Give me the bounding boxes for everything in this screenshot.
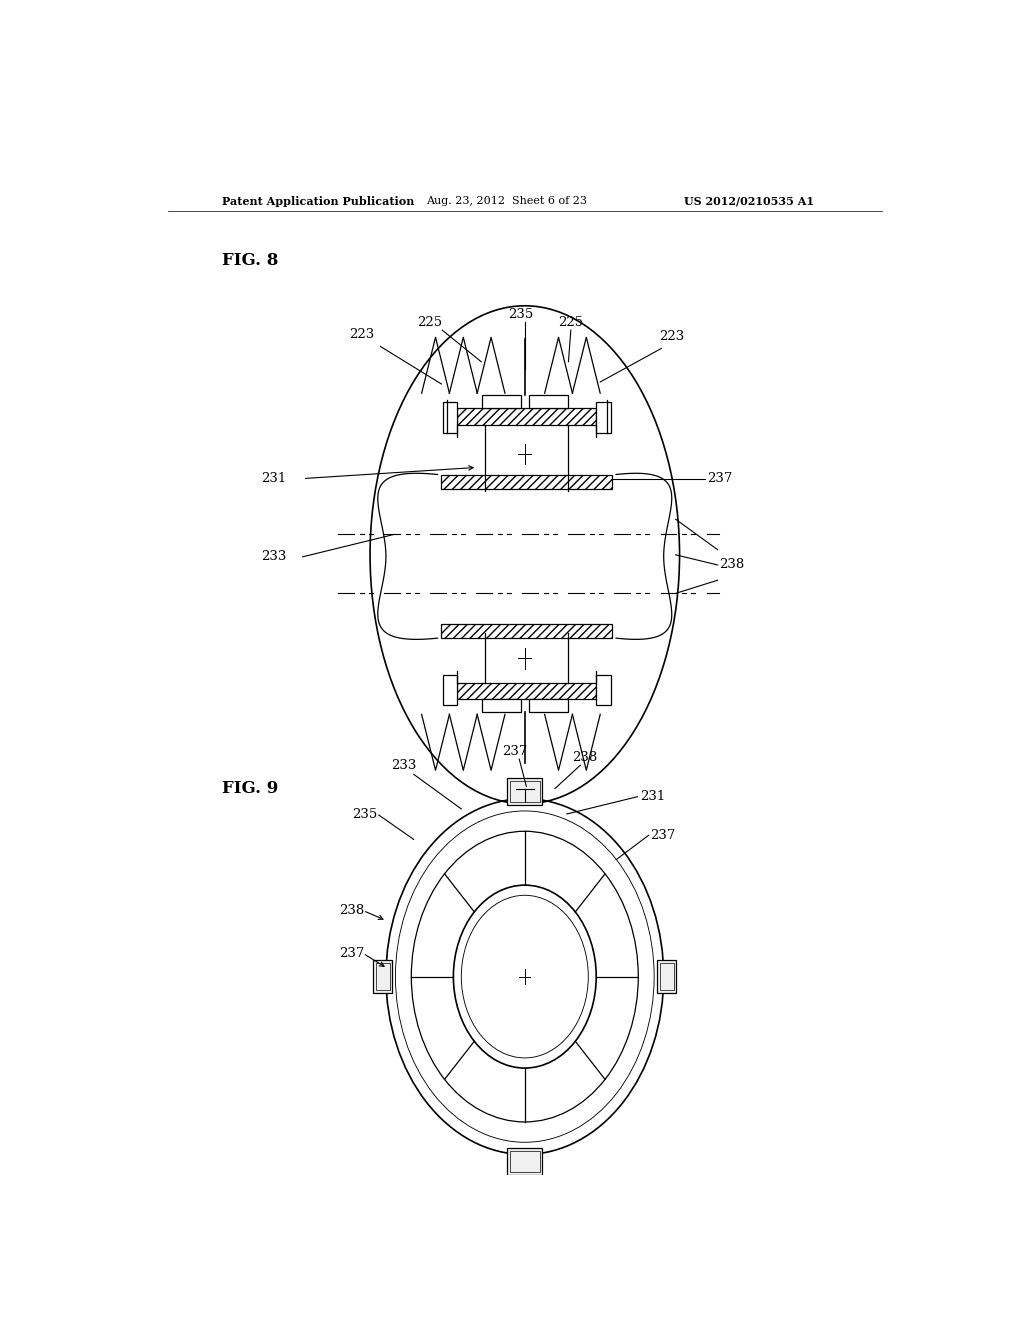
Bar <box>458 682 596 700</box>
Text: FIG. 8: FIG. 8 <box>221 252 279 268</box>
Text: 238: 238 <box>719 558 744 572</box>
Bar <box>659 964 674 990</box>
Text: 225: 225 <box>417 317 442 329</box>
Text: 223: 223 <box>349 329 375 342</box>
Bar <box>596 675 610 705</box>
Text: 223: 223 <box>659 330 684 343</box>
Bar <box>443 403 458 433</box>
Text: 225: 225 <box>558 317 584 329</box>
Bar <box>441 474 612 488</box>
Text: 233: 233 <box>261 550 287 564</box>
Text: 235: 235 <box>508 308 534 321</box>
Text: 235: 235 <box>352 808 377 821</box>
Bar <box>376 964 390 990</box>
Text: 237: 237 <box>339 946 365 960</box>
Text: US 2012/0210535 A1: US 2012/0210535 A1 <box>684 195 813 207</box>
FancyBboxPatch shape <box>507 1148 543 1175</box>
FancyBboxPatch shape <box>657 961 677 993</box>
Bar <box>528 395 567 408</box>
Bar <box>458 408 596 425</box>
Text: Aug. 23, 2012  Sheet 6 of 23: Aug. 23, 2012 Sheet 6 of 23 <box>426 197 587 206</box>
Circle shape <box>454 886 596 1068</box>
Text: FIG. 9: FIG. 9 <box>221 780 278 797</box>
FancyBboxPatch shape <box>373 961 392 993</box>
Text: 237: 237 <box>708 473 733 484</box>
Text: 237: 237 <box>650 829 676 842</box>
Bar <box>443 675 458 705</box>
Text: 237: 237 <box>503 744 528 758</box>
Text: 238: 238 <box>571 751 597 764</box>
Bar <box>441 624 612 638</box>
Bar <box>596 403 610 433</box>
Bar <box>510 1151 540 1172</box>
Bar <box>528 700 567 713</box>
Text: 231: 231 <box>640 791 666 803</box>
Bar <box>482 700 521 713</box>
Bar <box>482 395 521 408</box>
Text: Patent Application Publication: Patent Application Publication <box>221 195 414 207</box>
Text: 238: 238 <box>339 904 365 917</box>
Text: 233: 233 <box>391 759 417 772</box>
FancyBboxPatch shape <box>507 779 543 805</box>
Bar <box>510 781 540 801</box>
Text: 231: 231 <box>261 473 287 484</box>
